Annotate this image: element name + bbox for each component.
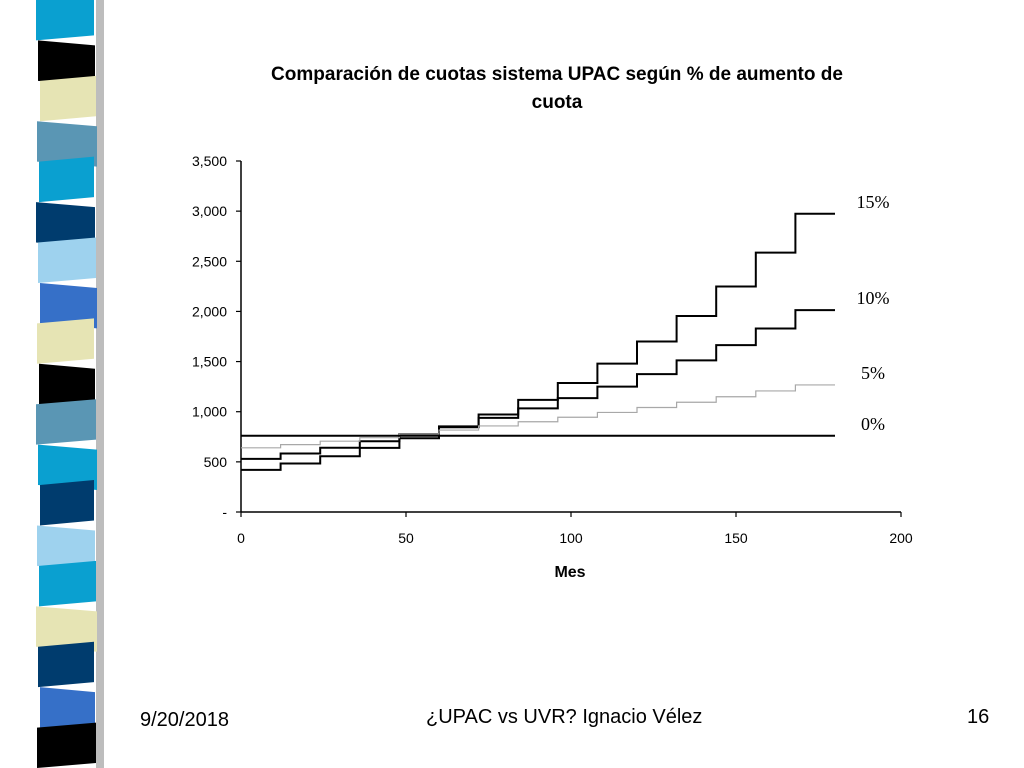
x-tick-label: 50 — [398, 530, 414, 546]
series-label-10pct: 10% — [857, 288, 890, 308]
y-tick-label: 3,000 — [192, 203, 227, 219]
y-tick-label: 1,500 — [192, 354, 227, 370]
sidebar-stripe — [38, 237, 96, 283]
y-tick-label: 2,500 — [192, 253, 227, 269]
sidebar-stripe — [37, 318, 94, 364]
sidebar-stripe — [38, 40, 95, 86]
sidebar-stripe — [37, 722, 96, 768]
sidebar-stripe — [40, 480, 94, 526]
sidebar-stripe — [36, 606, 97, 652]
sidebar-stripe — [36, 0, 94, 41]
sidebar-stripe — [39, 156, 94, 203]
footer-page-number: 16 — [967, 706, 990, 728]
x-tick-label: 150 — [724, 530, 748, 546]
sidebar-shadow — [96, 0, 104, 768]
sidebar-stripe — [39, 363, 95, 410]
y-tick-label: - — [222, 504, 227, 520]
sidebar-stripes — [36, 0, 104, 768]
series-line-10pct — [241, 309, 835, 460]
x-tick-label: 100 — [559, 530, 583, 546]
series-label-5pct: 5% — [861, 363, 885, 383]
series-label-0pct: 0% — [861, 414, 885, 434]
sidebar-stripe — [40, 687, 95, 733]
sidebar-stripe — [39, 560, 96, 607]
y-tick-label: 500 — [204, 454, 228, 470]
sidebar-stripe — [38, 444, 97, 491]
sidebar-stripe — [36, 202, 95, 248]
y-tick-label: 1,000 — [192, 404, 227, 420]
footer-title: ¿UPAC vs UVR? Ignacio Vélez — [426, 706, 703, 728]
chart-title-line-1: Comparación de cuotas sistema UPAC según… — [271, 64, 843, 85]
y-tick-label: 2,000 — [192, 303, 227, 319]
y-tick-label: 3,500 — [192, 153, 227, 169]
series-line-15pct — [241, 212, 835, 471]
series-line-5pct — [241, 384, 835, 449]
footer-date: 9/20/2018 — [140, 709, 229, 731]
sidebar-stripe — [40, 75, 96, 122]
sidebar-stripe — [36, 399, 96, 445]
sidebar-stripe — [37, 121, 97, 167]
sidebar-stripe — [37, 525, 95, 571]
sidebar-stripe — [40, 282, 97, 329]
chart-title-line-2: cuota — [532, 92, 583, 113]
sidebar-stripe — [38, 641, 94, 688]
x-tick-label: 0 — [237, 530, 245, 546]
x-axis-label: Mes — [554, 564, 585, 581]
x-tick-label: 200 — [889, 530, 913, 546]
series-label-15pct: 15% — [857, 192, 890, 212]
